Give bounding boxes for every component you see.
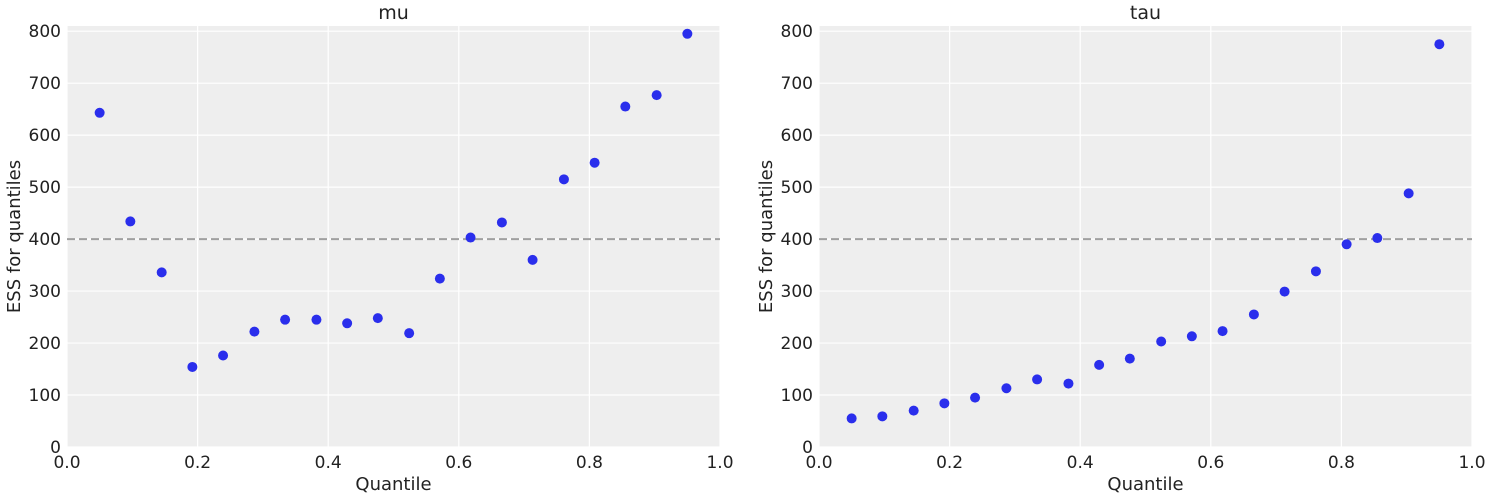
data-point xyxy=(125,216,136,227)
y-axis-label: ESS for quantiles xyxy=(4,160,25,313)
y-tick-label: 100 xyxy=(781,386,813,406)
x-tick-label: 1.0 xyxy=(706,453,733,473)
y-tick-label: 0 xyxy=(50,438,61,458)
data-point xyxy=(846,413,857,424)
data-point xyxy=(651,90,662,101)
data-point xyxy=(1186,331,1197,342)
y-tick-label: 500 xyxy=(781,178,813,198)
x-tick-label: 0.6 xyxy=(1197,453,1224,473)
y-tick-label: 400 xyxy=(781,230,813,250)
data-point xyxy=(218,350,229,361)
data-point xyxy=(682,28,693,39)
y-axis-label: ESS for quantiles xyxy=(756,160,777,313)
mu-panel: 0.0 0.2 0.4 0.6 0.8 1.0 0 100 200 300 400 500 600 700… xyxy=(4,2,734,495)
data-point xyxy=(1063,378,1074,389)
y-tick-label: 700 xyxy=(781,74,813,94)
x-tick-label: 0.4 xyxy=(315,453,342,473)
data-point xyxy=(908,405,919,416)
data-point xyxy=(1341,239,1352,250)
data-point xyxy=(94,107,105,118)
data-point xyxy=(249,326,260,337)
y-tick-label: 200 xyxy=(781,334,813,354)
x-tick-label: 1.0 xyxy=(1458,453,1485,473)
x-tick-label: 0.8 xyxy=(576,453,603,473)
data-point xyxy=(620,101,631,112)
data-point xyxy=(1279,286,1290,297)
x-tick-label: 0.4 xyxy=(1067,453,1094,473)
y-tick-label: 800 xyxy=(781,22,813,42)
data-point xyxy=(939,398,950,409)
y-tick-label: 400 xyxy=(29,230,61,250)
x-tick-label: 0.2 xyxy=(184,453,211,473)
y-tick-label: 500 xyxy=(29,178,61,198)
data-point xyxy=(1156,336,1167,347)
y-tick-label: 600 xyxy=(781,126,813,146)
data-point xyxy=(558,174,569,185)
y-tick-label: 300 xyxy=(781,282,813,302)
data-point xyxy=(1124,353,1135,364)
data-point xyxy=(589,157,600,168)
data-point xyxy=(1094,359,1105,370)
data-point xyxy=(1032,374,1043,385)
x-tick-label: 0.0 xyxy=(53,453,80,473)
data-point xyxy=(970,392,981,403)
panel-title: mu xyxy=(378,2,409,24)
data-point xyxy=(1248,309,1259,320)
data-point xyxy=(465,232,476,243)
data-point xyxy=(434,273,445,284)
data-point xyxy=(1434,39,1445,50)
data-point xyxy=(527,254,538,265)
y-tick-label: 700 xyxy=(29,74,61,94)
data-point xyxy=(1310,266,1321,277)
data-point xyxy=(496,217,507,228)
data-point xyxy=(311,314,322,325)
data-point xyxy=(372,313,383,324)
data-point xyxy=(187,361,198,372)
x-tick-label: 0.0 xyxy=(805,453,832,473)
data-point xyxy=(156,267,167,278)
plot-area xyxy=(67,26,720,447)
y-tick-label: 600 xyxy=(29,126,61,146)
data-point xyxy=(877,411,888,422)
data-point xyxy=(1001,383,1012,394)
panel-title: tau xyxy=(1130,2,1161,24)
x-tick-label: 0.2 xyxy=(936,453,963,473)
y-tick-label: 800 xyxy=(29,22,61,42)
x-axis-label: Quantile xyxy=(1107,474,1183,495)
x-tick-label: 0.8 xyxy=(1328,453,1355,473)
data-point xyxy=(1217,326,1228,337)
data-point xyxy=(342,318,353,329)
data-point xyxy=(404,328,415,339)
x-axis-label: Quantile xyxy=(355,474,431,495)
tau-panel: 0.0 0.2 0.4 0.6 0.8 1.0 0 100 200 300 400 500 600 700… xyxy=(756,2,1486,495)
y-tick-label: 100 xyxy=(29,386,61,406)
data-point xyxy=(280,314,291,325)
plot-area xyxy=(819,26,1472,447)
y-tick-label: 0 xyxy=(802,438,813,458)
data-point xyxy=(1372,233,1383,244)
y-tick-label: 300 xyxy=(29,282,61,302)
y-tick-label: 200 xyxy=(29,334,61,354)
x-tick-label: 0.6 xyxy=(445,453,472,473)
data-point xyxy=(1403,188,1414,199)
